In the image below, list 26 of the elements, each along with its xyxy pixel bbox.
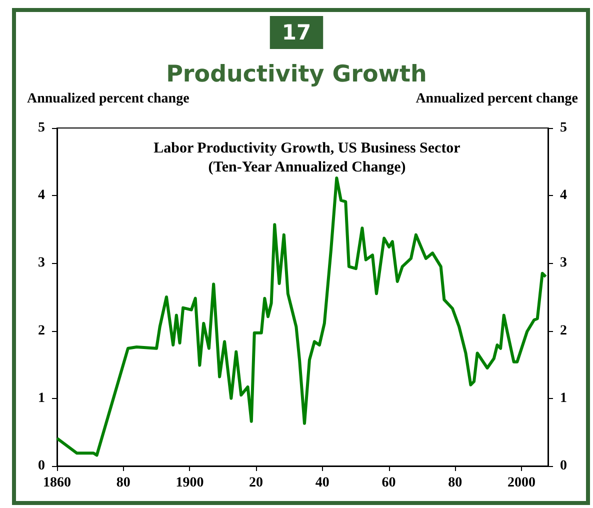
- y-tick-label: 3: [38, 256, 45, 271]
- x-tick-label: 1900: [176, 476, 204, 490]
- y2-tick-label: 1: [560, 390, 567, 406]
- x-tick-label: 20: [249, 476, 264, 490]
- y-tick-label: 5: [38, 120, 45, 136]
- x-tick-label: 40: [315, 476, 330, 490]
- y2-tick-label: 3: [560, 256, 567, 271]
- y-tick-label: 1: [38, 390, 45, 406]
- y-tick-label: 0: [38, 458, 45, 474]
- text: Labor Productivity Growth, US Business Sector (Ten-Year Annualized Change): [154, 140, 461, 176]
- y2-tick-label: 5: [560, 120, 567, 136]
- y-tick-label: 4: [38, 188, 45, 204]
- x-tick-label: 2000: [507, 476, 536, 490]
- text: 17: [282, 20, 312, 44]
- x-tick-label: 60: [382, 476, 396, 490]
- y-axis-title: Annualized percent change: [27, 92, 190, 106]
- y2-tick-label: 2: [560, 323, 567, 338]
- y2-tick-label: 4: [560, 188, 567, 204]
- line-series: [56, 176, 548, 457]
- y-tick-label: 2: [38, 323, 45, 338]
- x-tick-label: 80: [448, 476, 462, 490]
- x-tick-label: 1860: [43, 476, 71, 490]
- x-tick-label: 80: [116, 476, 130, 490]
- y2-tick-label: 0: [560, 458, 567, 474]
- y2-axis-title: Annualized percent change: [416, 92, 578, 106]
- chart-title: Productivity Growth: [166, 62, 427, 88]
